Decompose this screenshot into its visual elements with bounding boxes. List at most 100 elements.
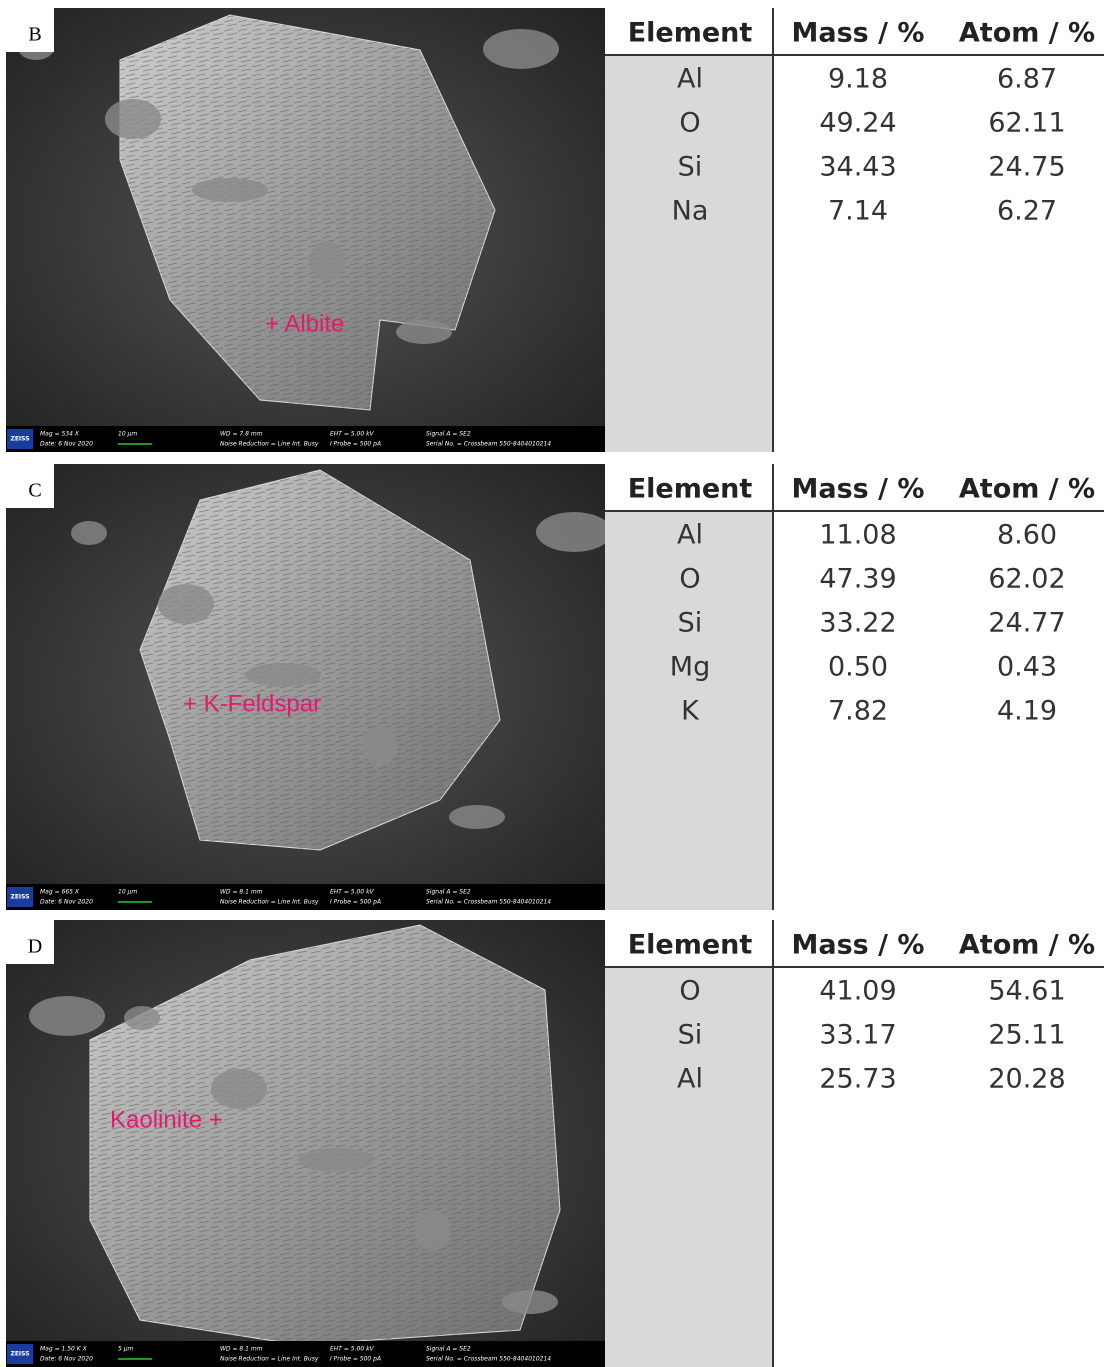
- table-header: Mass / %: [792, 930, 925, 961]
- panel: D Kaolinite + ZEISS Mag = 1.50 K X Date: 6 N…: [6, 920, 1104, 1367]
- table-header: Element: [628, 474, 753, 505]
- info-text: Mag = 1.50 K X: [40, 1346, 88, 1353]
- debris: [415, 1211, 451, 1251]
- info-text: EHT = 5.00 kV: [330, 889, 375, 896]
- info-text: Mag = 534 X: [40, 431, 80, 438]
- debris: [105, 99, 161, 139]
- panel-label: B: [28, 24, 41, 46]
- table-cell: 0.50: [828, 652, 888, 683]
- table-cell: Si: [678, 152, 703, 183]
- table-cell: 62.02: [988, 564, 1065, 595]
- table-header: Element: [628, 930, 753, 961]
- table-header: Atom / %: [959, 18, 1095, 49]
- logo: ZEISS: [10, 894, 29, 901]
- mineral-annotation: Kaolinite +: [110, 1106, 223, 1133]
- figure-canvas: B + Albite ZEISS Mag = 534 X Date: 6 Nov 202…: [0, 0, 1104, 1367]
- debris: [211, 1069, 267, 1109]
- info-text: Serial No. = Crossbeam 550-8404010214: [426, 441, 551, 448]
- table-header: Element: [628, 18, 753, 49]
- info-text: Date: 6 Nov 2020: [40, 899, 93, 906]
- debris: [309, 241, 345, 281]
- panel: C + K-Feldspar ZEISS Mag = 665 X Date: 6 Nov…: [6, 464, 1104, 910]
- debris: [396, 320, 452, 344]
- table-cell: Na: [672, 196, 709, 227]
- table-cell: 33.17: [819, 1020, 896, 1051]
- table-cell: 0.43: [997, 652, 1057, 683]
- info-text: Date: 6 Nov 2020: [40, 441, 93, 448]
- debris: [245, 663, 321, 687]
- table-header: Mass / %: [792, 474, 925, 505]
- debris: [298, 1148, 374, 1172]
- info-text: WD = 8.1 mm: [220, 1346, 263, 1353]
- logo: ZEISS: [10, 1351, 29, 1358]
- table-cell: Si: [678, 608, 703, 639]
- info-text: 5 µm: [118, 1346, 134, 1353]
- table-cell: 49.24: [819, 108, 896, 139]
- info-text: Serial No. = Crossbeam 550-8404010214: [426, 899, 551, 906]
- table-cell: Mg: [670, 652, 710, 683]
- table-cell: 7.82: [828, 696, 888, 727]
- info-text: EHT = 5.00 kV: [330, 1346, 375, 1353]
- info-bar: [6, 1341, 605, 1367]
- table-header: Mass / %: [792, 18, 925, 49]
- table-cell: 11.08: [819, 520, 896, 551]
- figure: B + Albite ZEISS Mag = 534 X Date: 6 Nov 202…: [0, 0, 1104, 1367]
- debris: [158, 584, 214, 624]
- table-cell: K: [681, 696, 700, 727]
- info-text: I Probe = 500 pA: [330, 441, 381, 448]
- table-cell: 54.61: [988, 976, 1065, 1007]
- table-cell: 34.43: [819, 152, 896, 183]
- info-text: 10 µm: [118, 431, 137, 438]
- info-text: Noise Reduction = Line Int. Busy: [220, 899, 319, 906]
- panel-label: C: [28, 480, 41, 502]
- table-cell: O: [679, 564, 700, 595]
- debris: [536, 512, 612, 552]
- table-cell: 25.11: [988, 1020, 1065, 1051]
- table-cell: 9.18: [828, 64, 888, 95]
- debris: [192, 178, 268, 202]
- info-bar: [6, 884, 605, 910]
- info-text: Signal A = SE2: [426, 889, 471, 896]
- info-text: WD = 8.1 mm: [220, 889, 263, 896]
- table-cell: 6.87: [997, 64, 1057, 95]
- info-text: I Probe = 500 pA: [330, 899, 381, 906]
- mineral-annotation: + K-Feldspar: [183, 690, 321, 717]
- table-header: Atom / %: [959, 930, 1095, 961]
- table-cell: 7.14: [828, 196, 888, 227]
- table-cell: O: [679, 976, 700, 1007]
- table-cell: O: [679, 108, 700, 139]
- table-cell: 25.73: [819, 1064, 896, 1095]
- debris: [71, 521, 107, 545]
- table-cell: Al: [677, 1064, 703, 1095]
- info-bar: [6, 426, 605, 452]
- info-text: Noise Reduction = Line Int. Busy: [220, 1356, 319, 1363]
- table-cell: 47.39: [819, 564, 896, 595]
- table-cell: 6.27: [997, 196, 1057, 227]
- debris: [483, 29, 559, 69]
- info-text: Date: 6 Nov 2020: [40, 1356, 93, 1363]
- table-cell: 8.60: [997, 520, 1057, 551]
- table-cell: Al: [677, 520, 703, 551]
- info-text: EHT = 5.00 kV: [330, 431, 375, 438]
- panel: B + Albite ZEISS Mag = 534 X Date: 6 Nov 202…: [6, 8, 1104, 452]
- debris: [124, 1006, 160, 1030]
- debris: [29, 996, 105, 1036]
- panel-label: D: [28, 936, 42, 958]
- info-text: Mag = 665 X: [40, 889, 80, 896]
- table-cell: 24.75: [988, 152, 1065, 183]
- info-text: Signal A = SE2: [426, 1346, 471, 1353]
- logo: ZEISS: [10, 436, 29, 443]
- info-text: Serial No. = Crossbeam 550-8404010214: [426, 1356, 551, 1363]
- debris: [362, 726, 398, 766]
- table-cell: 24.77: [988, 608, 1065, 639]
- info-text: Noise Reduction = Line Int. Busy: [220, 441, 319, 448]
- table-header: Atom / %: [959, 474, 1095, 505]
- info-text: Signal A = SE2: [426, 431, 471, 438]
- info-text: I Probe = 500 pA: [330, 1356, 381, 1363]
- debris: [502, 1290, 558, 1314]
- table-cell: 20.28: [988, 1064, 1065, 1095]
- mineral-annotation: + Albite: [265, 310, 344, 337]
- debris: [449, 805, 505, 829]
- table-cell: 41.09: [819, 976, 896, 1007]
- table-cell: Al: [677, 64, 703, 95]
